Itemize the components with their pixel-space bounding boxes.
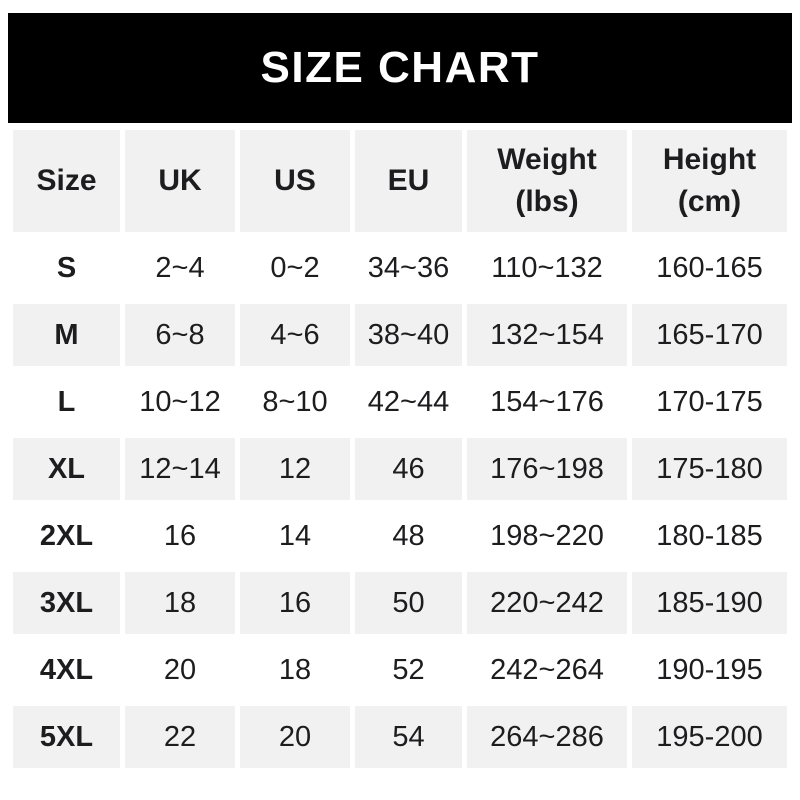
cell-height: 160-165	[632, 237, 787, 299]
cell-eu: 48	[355, 505, 462, 567]
cell-uk: 16	[125, 505, 235, 567]
cell-weight: 264~286	[467, 706, 627, 768]
cell-size: 2XL	[13, 505, 120, 567]
cell-weight: 198~220	[467, 505, 627, 567]
cell-size: S	[13, 237, 120, 299]
banner-title: SIZE CHART	[260, 43, 540, 92]
cell-eu: 46	[355, 438, 462, 500]
cell-height: 170-175	[632, 371, 787, 433]
cell-size: XL	[13, 438, 120, 500]
cell-eu: 50	[355, 572, 462, 634]
cell-eu: 52	[355, 639, 462, 701]
cell-height: 175-180	[632, 438, 787, 500]
cell-size: 5XL	[13, 706, 120, 768]
header-row: Size UK US EU Weight (lbs) Height (cm)	[13, 130, 787, 232]
header-size: Size	[13, 130, 120, 232]
cell-us: 4~6	[240, 304, 350, 366]
table-header: Size UK US EU Weight (lbs) Height (cm)	[13, 130, 787, 232]
row-l: L 10~12 8~10 42~44 154~176 170-175	[13, 371, 787, 433]
header-weight-lbs: Weight (lbs)	[467, 130, 627, 232]
row-3xl: 3XL 18 16 50 220~242 185-190	[13, 572, 787, 634]
cell-size: 3XL	[13, 572, 120, 634]
cell-weight: 242~264	[467, 639, 627, 701]
cell-eu: 34~36	[355, 237, 462, 299]
cell-weight: 220~242	[467, 572, 627, 634]
cell-size: M	[13, 304, 120, 366]
cell-us: 0~2	[240, 237, 350, 299]
cell-weight: 132~154	[467, 304, 627, 366]
cell-uk: 18	[125, 572, 235, 634]
cell-height: 180-185	[632, 505, 787, 567]
cell-eu: 54	[355, 706, 462, 768]
cell-weight: 110~132	[467, 237, 627, 299]
cell-eu: 38~40	[355, 304, 462, 366]
header-us: US	[240, 130, 350, 232]
cell-eu: 42~44	[355, 371, 462, 433]
cell-uk: 6~8	[125, 304, 235, 366]
cell-height: 165-170	[632, 304, 787, 366]
header-uk: UK	[125, 130, 235, 232]
size-chart-table: Size UK US EU Weight (lbs) Height (cm) S…	[8, 125, 792, 773]
row-m: M 6~8 4~6 38~40 132~154 165-170	[13, 304, 787, 366]
cell-height: 190-195	[632, 639, 787, 701]
cell-size: L	[13, 371, 120, 433]
header-eu: EU	[355, 130, 462, 232]
cell-us: 20	[240, 706, 350, 768]
cell-weight: 176~198	[467, 438, 627, 500]
row-2xl: 2XL 16 14 48 198~220 180-185	[13, 505, 787, 567]
size-chart-banner: SIZE CHART	[8, 13, 792, 123]
cell-uk: 12~14	[125, 438, 235, 500]
cell-height: 195-200	[632, 706, 787, 768]
cell-uk: 22	[125, 706, 235, 768]
table-body: S 2~4 0~2 34~36 110~132 160-165 M 6~8 4~…	[13, 237, 787, 768]
cell-size: 4XL	[13, 639, 120, 701]
cell-uk: 20	[125, 639, 235, 701]
cell-us: 14	[240, 505, 350, 567]
cell-us: 18	[240, 639, 350, 701]
cell-height: 185-190	[632, 572, 787, 634]
cell-uk: 2~4	[125, 237, 235, 299]
cell-us: 12	[240, 438, 350, 500]
row-s: S 2~4 0~2 34~36 110~132 160-165	[13, 237, 787, 299]
cell-us: 8~10	[240, 371, 350, 433]
cell-us: 16	[240, 572, 350, 634]
row-4xl: 4XL 20 18 52 242~264 190-195	[13, 639, 787, 701]
cell-uk: 10~12	[125, 371, 235, 433]
row-5xl: 5XL 22 20 54 264~286 195-200	[13, 706, 787, 768]
row-xl: XL 12~14 12 46 176~198 175-180	[13, 438, 787, 500]
header-height-cm: Height (cm)	[632, 130, 787, 232]
cell-weight: 154~176	[467, 371, 627, 433]
